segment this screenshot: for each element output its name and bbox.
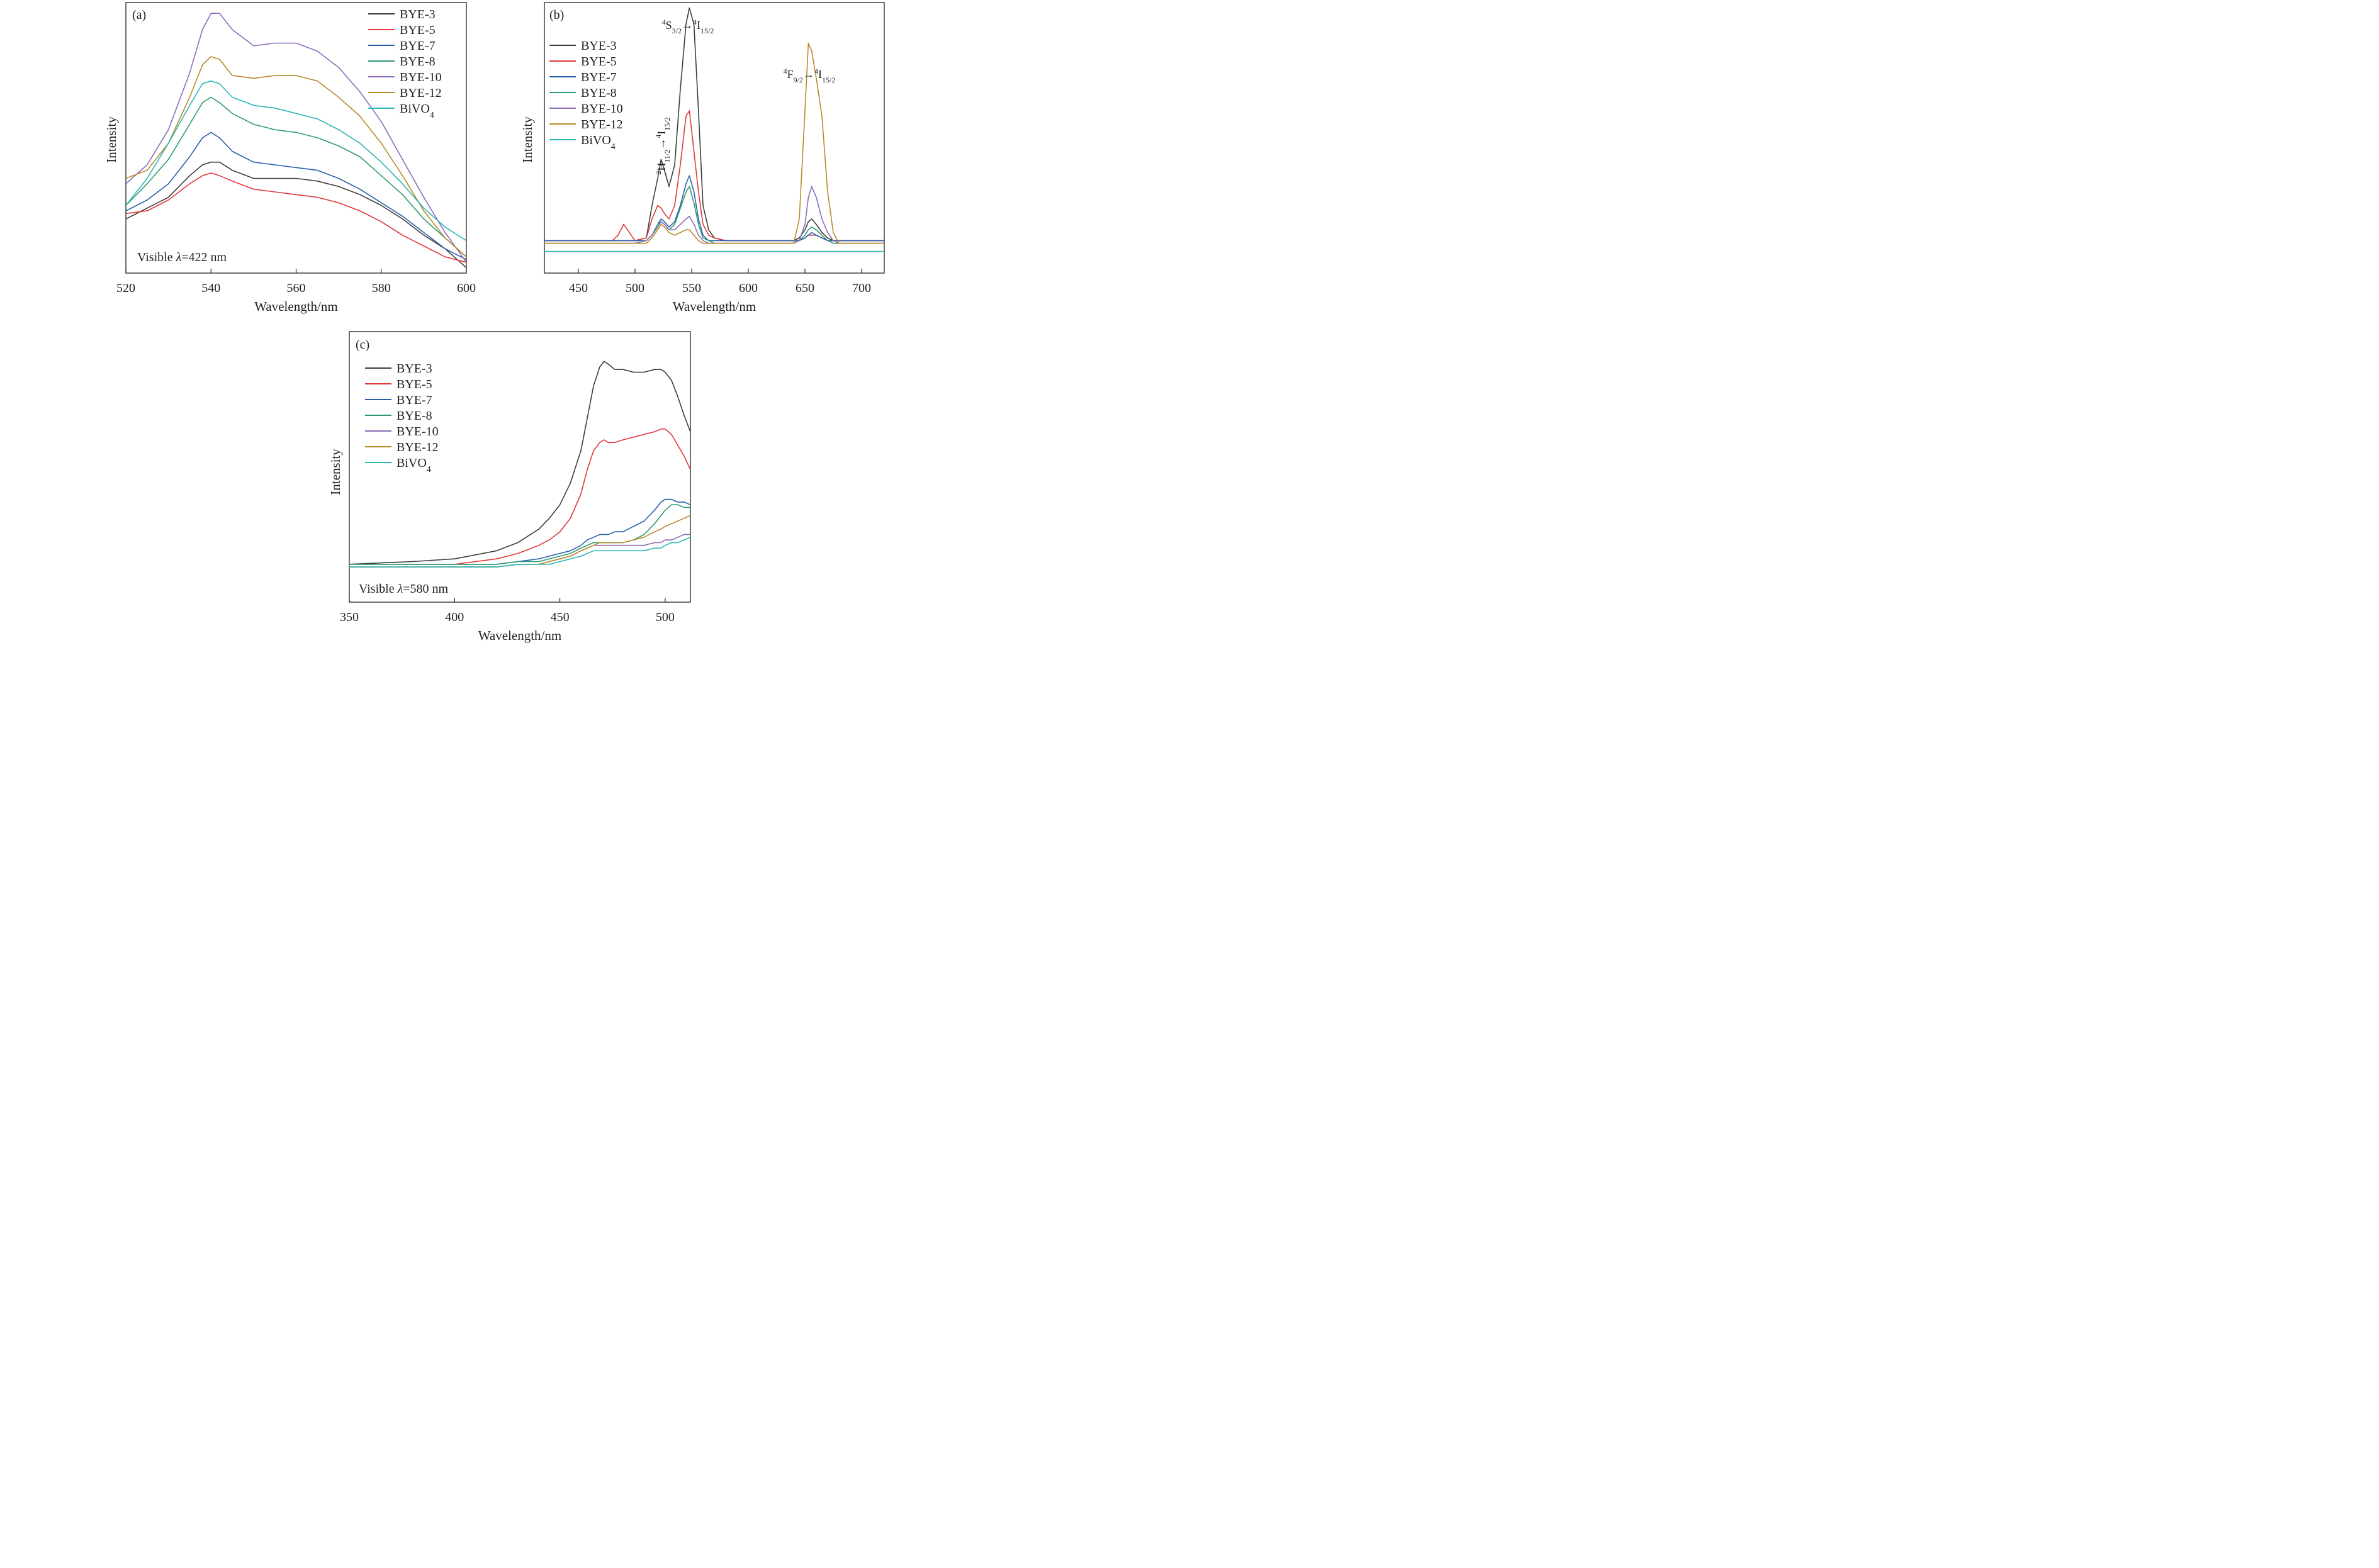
figure: 520 540 560 580 600 Wavelength/nm Intensity (a)…	[104, 2, 885, 643]
series-group-c	[349, 361, 690, 568]
panel-a-chart: 520 540 560 580 600 Wavelength/nm Intensity (a)…	[104, 2, 476, 314]
panel-b-chart: 450 500 550 600 650 700 Wavelength/nm Intensity…	[520, 2, 885, 314]
plot-frame-b	[544, 2, 885, 274]
excitation-annotation-c: Visible λ=580 nm	[359, 582, 449, 596]
transition-annotation-1: 4S3/2→4I15/2	[662, 18, 714, 35]
x-tick-label-b: 450	[569, 281, 588, 295]
legend-label-bivo4-b: BiVO4	[581, 133, 616, 152]
x-tick-label-b: 600	[739, 281, 758, 295]
y-axis-label-b: Intensity	[520, 116, 535, 163]
series-line-bye-3-c	[349, 361, 690, 565]
panel-label-a: (a)	[132, 8, 146, 22]
series-line-bye-12-b	[544, 42, 884, 244]
series-line-bivo4-a	[126, 80, 466, 242]
legend-label-bye-7-a: BYE-7	[400, 39, 436, 53]
series-line-bye-7-c	[349, 498, 690, 565]
x-tick-label-a: 580	[372, 281, 391, 295]
series-group-b	[544, 7, 884, 252]
legend-label-bye-3-a: BYE-3	[400, 8, 436, 21]
series-line-bye-8-a	[126, 96, 466, 257]
legend-label-bivo4-c: BiVO4	[396, 456, 431, 474]
legend-label-bye-3-c: BYE-3	[396, 362, 432, 376]
panel-label-c: (c)	[356, 338, 369, 352]
legend-label-bivo4-a: BiVO4	[400, 102, 434, 120]
legend-label-bye-7-c: BYE-7	[396, 393, 432, 407]
legend-label-bye-8-a: BYE-8	[400, 55, 436, 69]
series-line-bye-7-a	[126, 132, 466, 260]
x-axis-label-b: Wavelength/nm	[673, 299, 756, 314]
legend-label-bye-8-c: BYE-8	[396, 409, 432, 423]
series-line-bye-8-c	[349, 504, 690, 565]
x-axis-label-c: Wavelength/nm	[478, 628, 561, 643]
legend-label-bye-10-a: BYE-10	[400, 70, 442, 84]
series-line-bye-5-c	[349, 428, 690, 565]
series-line-bivo4-c	[349, 537, 690, 568]
transition-annotation-3: 4F9/2→4I15/2	[784, 67, 836, 84]
legend-label-bye-12-a: BYE-12	[400, 86, 442, 100]
x-tick-label-b: 550	[682, 281, 701, 295]
legend-label-bye-10-c: BYE-10	[396, 425, 439, 439]
legend-label-bye-5-a: BYE-5	[400, 23, 436, 37]
legend-label-bye-7-b: BYE-7	[581, 70, 617, 84]
legend-label-bye-12-b: BYE-12	[581, 118, 623, 132]
panel-c-chart: 350 400 450 500 Wavelength/nm Intensity (c) BYE…	[328, 331, 691, 643]
x-tick-label-a: 600	[457, 281, 476, 295]
x-tick-label-a: 560	[287, 281, 306, 295]
x-tick-label-c: 450	[551, 610, 570, 624]
legend-label-bye-3-b: BYE-3	[581, 39, 617, 53]
series-line-bye-10-b	[544, 186, 884, 244]
x-tick-label-c: 500	[656, 610, 675, 624]
series-line-bye-12-a	[126, 56, 466, 257]
x-axis-label-a: Wavelength/nm	[254, 299, 337, 314]
x-tick-label-c: 350	[340, 610, 359, 624]
x-tick-label-a: 540	[201, 281, 220, 295]
legend-label-bye-8-b: BYE-8	[581, 86, 617, 100]
y-axis-label-a: Intensity	[104, 116, 119, 163]
x-tick-label-b: 650	[796, 281, 814, 295]
series-group-a	[126, 13, 466, 268]
legend-label-bye-10-b: BYE-10	[581, 102, 623, 116]
legend-label-bye-5-c: BYE-5	[396, 378, 432, 391]
transition-annotation-2: 2H11/2→4I15/2	[654, 117, 672, 174]
x-tick-label-c: 400	[445, 610, 464, 624]
excitation-annotation-a: Visible λ=422 nm	[137, 250, 227, 264]
y-axis-label-c: Intensity	[328, 449, 343, 495]
x-tick-label-b: 700	[852, 281, 871, 295]
legend-label-bye-12-c: BYE-12	[396, 440, 439, 454]
legend-label-bye-5-b: BYE-5	[581, 55, 617, 69]
series-line-bye-5-a	[126, 172, 466, 263]
x-tick-label-a: 520	[116, 281, 135, 295]
plot-frame-c	[349, 331, 691, 603]
series-line-bye-10-a	[126, 13, 466, 263]
panel-label-b: (b)	[549, 8, 564, 22]
series-line-bye-3-a	[126, 161, 466, 268]
x-tick-label-b: 500	[626, 281, 644, 295]
series-line-bye-8-b	[544, 186, 884, 244]
